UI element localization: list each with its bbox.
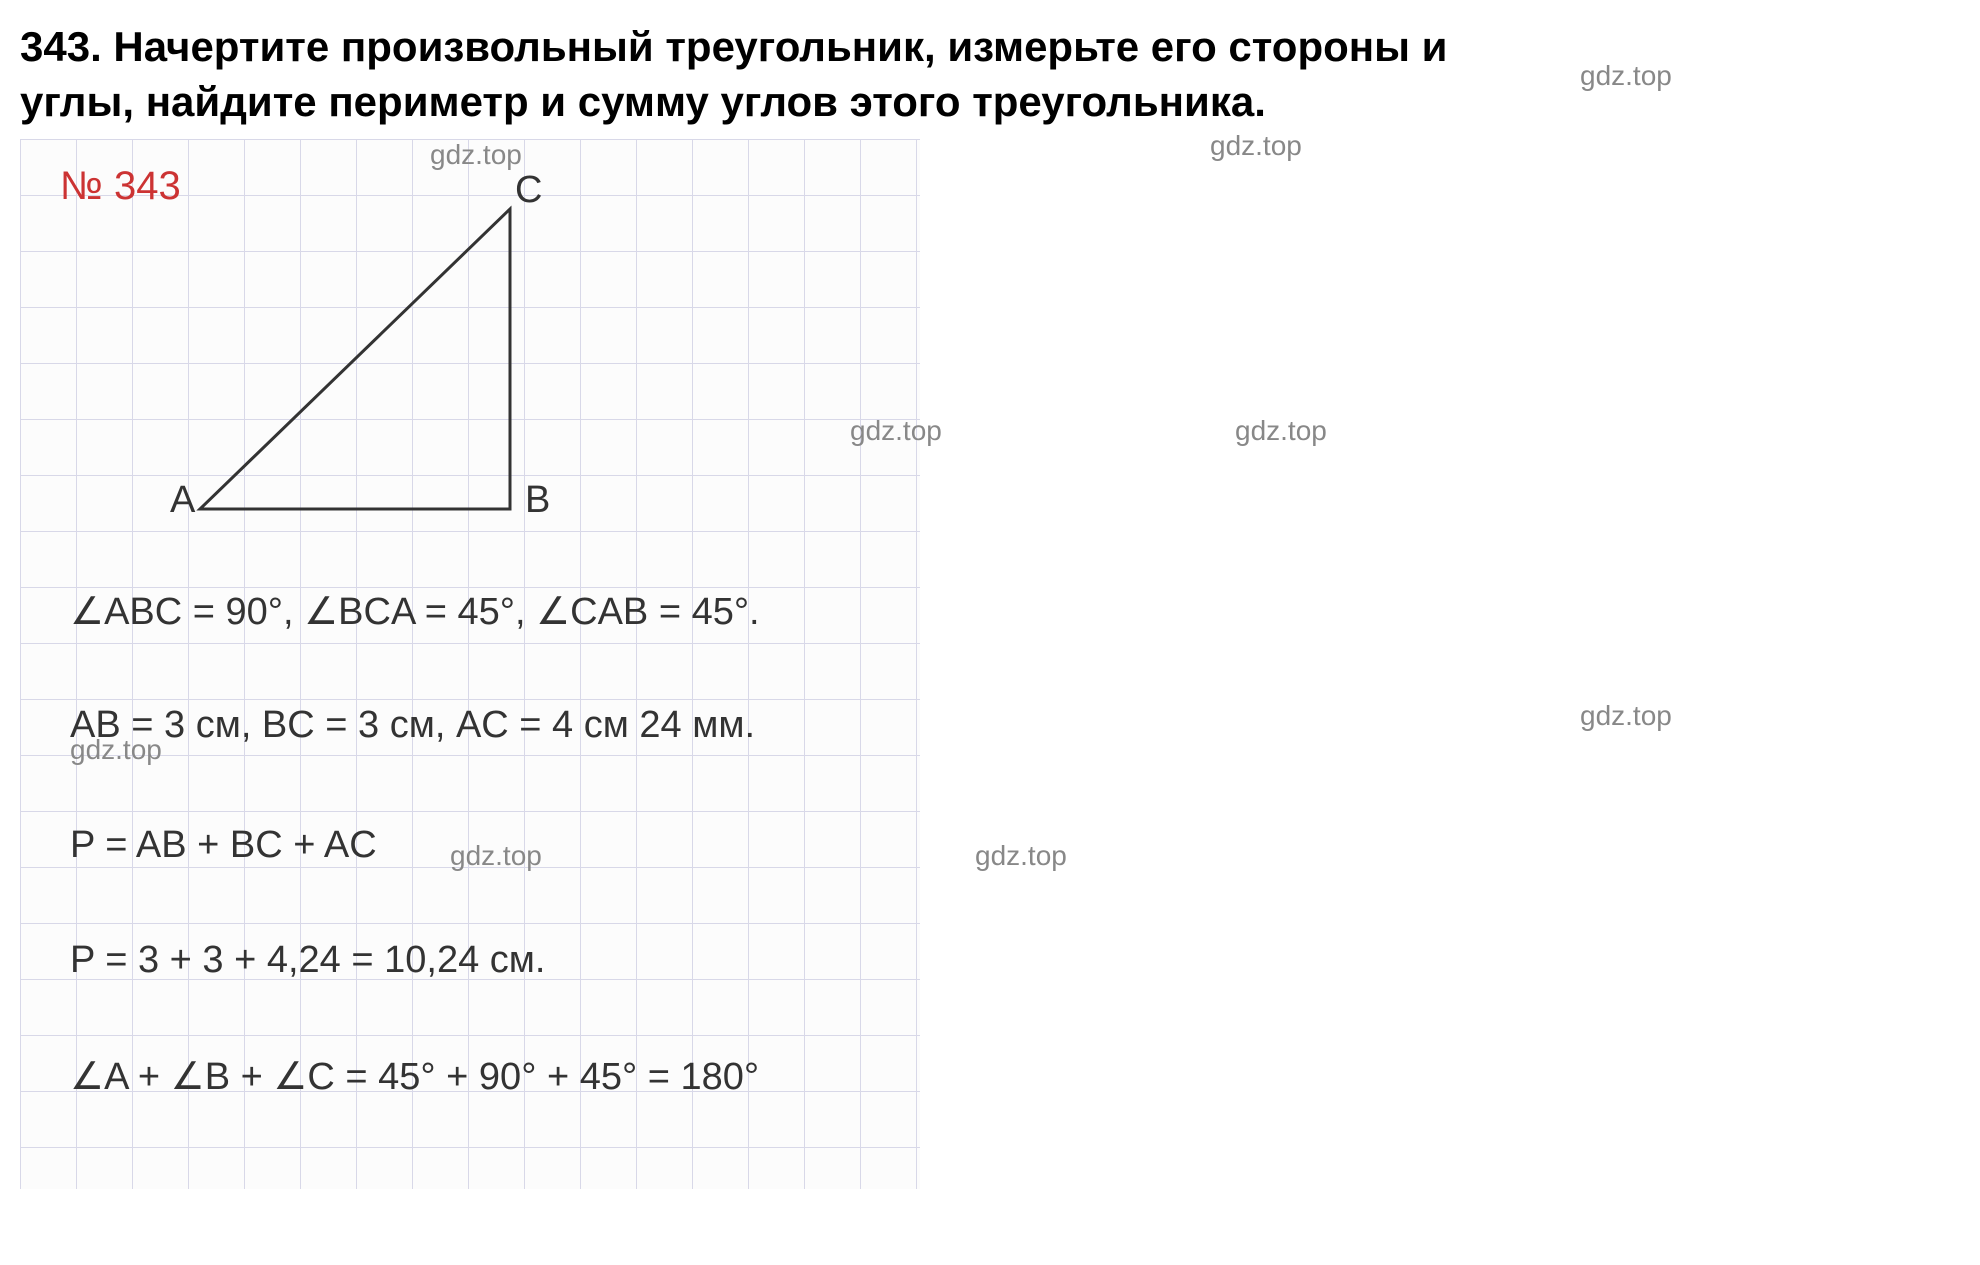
- triangle-svg: [170, 169, 570, 549]
- exercise-number: № 343: [60, 164, 181, 209]
- vertex-a-label: A: [170, 479, 195, 522]
- watermark-outer: gdz.top: [1235, 415, 1327, 447]
- problem-line1: 343. Начертите произвольный треугольник,…: [20, 23, 1448, 70]
- solution-sides: AB = 3 см, BC = 3 см, AC = 4 см 24 мм.: [70, 704, 755, 747]
- vertex-c-label: C: [515, 169, 542, 212]
- vertex-b-label: B: [525, 479, 550, 522]
- watermark-outer: gdz.top: [1210, 130, 1302, 162]
- problem-line2: углы, найдите периметр и сумму углов это…: [20, 78, 1266, 125]
- watermark-outer: gdz.top: [1580, 700, 1672, 732]
- solution-angle-sum: ∠A + ∠B + ∠C = 45° + 90° + 45° = 180°: [70, 1054, 759, 1099]
- watermark-outer: gdz.top: [450, 840, 542, 872]
- notebook-grid: № 343 gdz.top A B C ∠ABC = 90°, ∠BCA = 4…: [20, 139, 920, 1189]
- watermark-outer: gdz.top: [850, 415, 942, 447]
- triangle-diagram: A B C: [170, 169, 570, 554]
- watermark-outer: gdz.top: [1580, 60, 1672, 92]
- watermark-outer: gdz.top: [975, 840, 1067, 872]
- solution-angles: ∠ABC = 90°, ∠BCA = 45°, ∠CAB = 45°.: [70, 589, 760, 634]
- watermark-inner: gdz.top: [430, 139, 522, 171]
- solution-perimeter-value: P = 3 + 3 + 4,24 = 10,24 см.: [70, 939, 545, 982]
- solution-perimeter-formula: P = AB + BC + AC: [70, 824, 377, 867]
- watermark-inner-2: gdz.top: [70, 734, 162, 766]
- triangle-shape: [200, 209, 510, 509]
